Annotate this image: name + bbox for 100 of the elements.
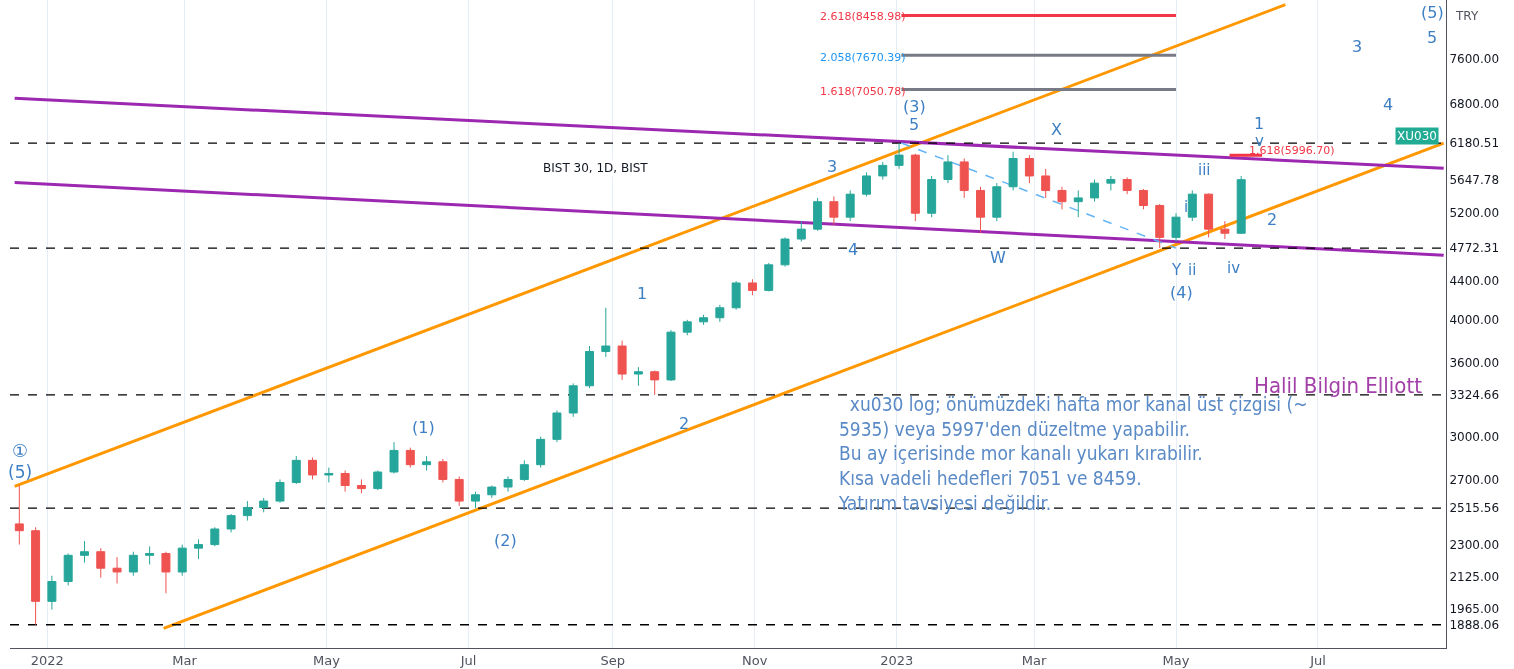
candlestick	[829, 195, 839, 226]
y-tick-label: 2515.56	[1449, 501, 1500, 516]
candlestick	[1008, 151, 1018, 191]
x-tick-label: Jul	[459, 652, 477, 668]
y-tick-label: 3000.00	[1449, 429, 1500, 444]
x-tick-label: Mar	[1021, 652, 1047, 668]
candlestick	[389, 441, 399, 474]
annotation: 4	[1383, 95, 1394, 114]
y-tick-label: 6800.00	[1449, 97, 1500, 112]
candlestick	[454, 475, 464, 507]
annotation: 2.618(8458.98)	[820, 10, 906, 23]
annotation: ii	[1188, 261, 1197, 279]
annotation: (5)	[8, 462, 33, 482]
annotation: (3)	[903, 97, 926, 116]
annotation: 5	[909, 115, 920, 134]
candlestick	[976, 186, 986, 234]
candlestick	[519, 459, 529, 482]
candlestick	[813, 197, 823, 232]
candlestick	[324, 467, 334, 483]
annotation: XU030	[1397, 129, 1437, 143]
annotation: ①	[12, 440, 29, 461]
annotation: (5)	[1421, 3, 1444, 22]
candlestick	[1236, 175, 1246, 235]
candlestick	[1138, 188, 1148, 210]
candlestick	[340, 470, 350, 493]
x-tick-label: May	[313, 652, 341, 668]
candlestick	[291, 455, 301, 485]
candlestick	[747, 278, 757, 296]
candlestick	[405, 447, 415, 469]
candlestick	[780, 236, 790, 268]
candlestick	[128, 551, 138, 577]
candlestick	[1155, 203, 1165, 249]
candlestick	[194, 538, 204, 560]
candlestick	[308, 456, 318, 480]
candlestick	[910, 153, 920, 222]
candlestick	[715, 304, 725, 323]
candlestick	[226, 513, 236, 533]
text: TRY	[1455, 9, 1479, 23]
x-tick-label: May	[1162, 652, 1190, 668]
y-tick-label: 2700.00	[1449, 472, 1500, 487]
annotation: 3	[827, 157, 838, 176]
annotation: BIST 30, 1D, BIST	[543, 161, 649, 175]
candlestick	[731, 280, 741, 311]
candlestick	[633, 366, 643, 387]
candlestick	[161, 551, 171, 594]
candlestick	[861, 171, 871, 197]
annotation: (2)	[494, 531, 517, 550]
candlestick	[438, 458, 448, 483]
annotation: 2	[679, 414, 690, 433]
candlestick	[536, 436, 546, 469]
x-tick-label: 2022	[30, 652, 64, 668]
candlestick	[1220, 220, 1230, 240]
y-tick-label: 6180.51	[1449, 136, 1500, 151]
candlestick	[145, 545, 155, 565]
candlestick	[470, 491, 480, 509]
annotation: (1)	[412, 418, 435, 437]
annotation: 2.058(7670.39)	[820, 51, 906, 64]
y-tick-label: 3600.00	[1449, 355, 1500, 370]
candlestick	[992, 182, 1002, 222]
candlestick	[845, 189, 855, 222]
x-tick-label: Mar	[172, 652, 198, 668]
candlestick	[1057, 186, 1067, 210]
annotation: X	[1051, 120, 1062, 139]
y-tick-label: 1965.00	[1449, 601, 1500, 616]
candlestick	[1041, 168, 1051, 199]
candlestick	[242, 500, 252, 522]
candlestick	[1122, 176, 1132, 195]
annotation: 1	[637, 284, 648, 303]
candlestick	[96, 547, 106, 579]
y-tick-label: 4000.00	[1449, 313, 1500, 327]
annotation: iv	[1227, 259, 1241, 277]
y-tick-label: 1888.06	[1449, 617, 1500, 632]
candlestick	[210, 526, 220, 547]
annotation: iii	[1198, 161, 1211, 179]
annotation: 1	[1254, 114, 1265, 133]
candlestick	[1024, 154, 1034, 184]
candlestick	[79, 540, 89, 564]
candlestick	[31, 526, 41, 626]
annotation: Y	[1171, 261, 1182, 279]
annotation: 2	[1267, 210, 1278, 229]
candlestick	[14, 485, 24, 546]
candlestick	[1106, 175, 1116, 191]
candlestick	[617, 340, 627, 381]
candlestick	[894, 142, 904, 170]
annotation: i	[1184, 198, 1189, 216]
candlestick	[1171, 212, 1181, 243]
annotation: (4)	[1170, 283, 1193, 302]
y-tick-label: 4772.31	[1449, 241, 1500, 256]
candlestick	[487, 485, 497, 499]
y-tick-label: 5200.00	[1449, 206, 1500, 221]
candlestick	[878, 161, 888, 181]
candlestick	[275, 478, 285, 504]
annotation: W	[990, 248, 1006, 267]
candlestick	[63, 553, 73, 586]
annotation: xu030 log; önümüzdeki hafta mor kanal üst çizgisi (~ 5935) veya 5997'den düzeltme yapabilir. Bu ay içerisinde mor kanalı yukarı kırabilir. Kısa vadeli hedefleri 7051 ve 8459. Yatırım tavsiyesi değildir.	[838, 393, 1308, 514]
candlestick	[47, 575, 57, 611]
candlestick	[666, 329, 676, 382]
candlestick	[177, 544, 187, 577]
annotation: 3	[1352, 37, 1363, 56]
candlestick	[422, 455, 432, 472]
